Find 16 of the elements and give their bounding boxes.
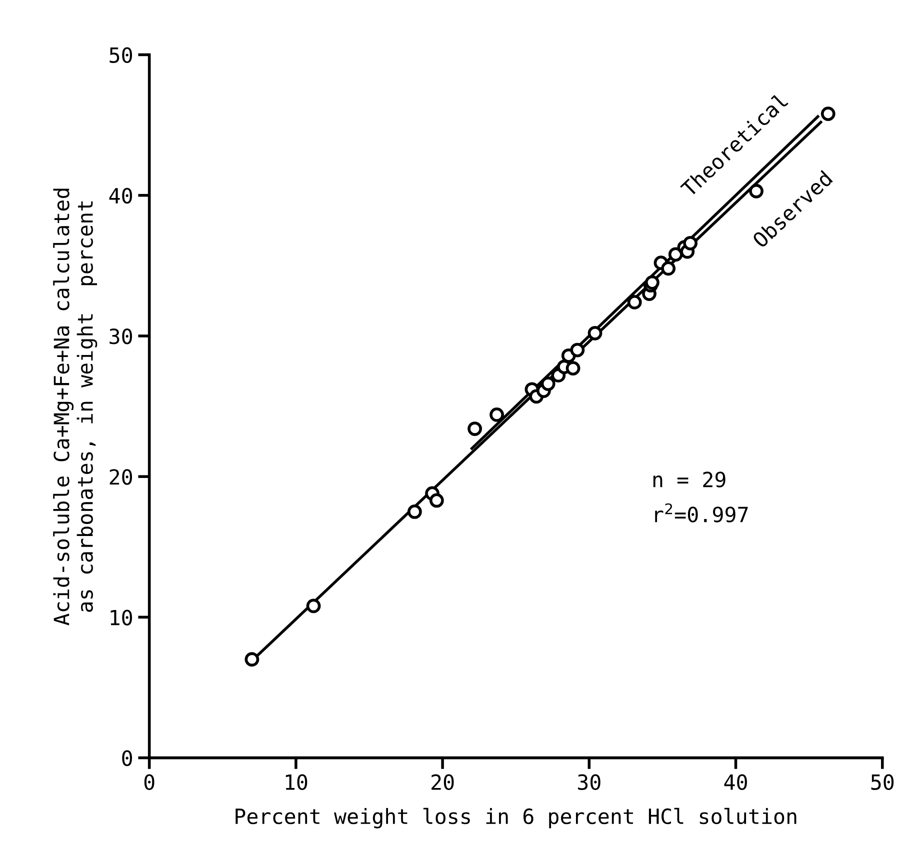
y-tick-label: 30: [110, 328, 132, 344]
y-tick-label: 10: [110, 610, 132, 626]
x-tick-label: 10: [286, 774, 308, 790]
x-axis-title: Percent weight loss in 6 percent HCl solution: [236, 808, 796, 828]
annotation: r$^{2}$=0.997: [655, 503, 748, 522]
y-tick-label: 40: [109, 188, 132, 204]
y-tick-label: 0: [122, 750, 132, 766]
x-tick-label: 20: [432, 774, 454, 790]
y-tick-label: 20: [110, 469, 132, 485]
annotation: n = 29: [653, 472, 726, 488]
x-tick-label: 0: [144, 774, 154, 790]
x-tick-label: 50: [871, 774, 894, 790]
x-tick-label: 30: [578, 774, 600, 790]
y-axis-title: Acid-soluble Ca+Mg+Fe+Na calculated as carbonates, in weight percent: [53, 188, 98, 626]
y-tick-label: 50: [110, 47, 132, 63]
x-tick-label: 40: [724, 774, 747, 790]
